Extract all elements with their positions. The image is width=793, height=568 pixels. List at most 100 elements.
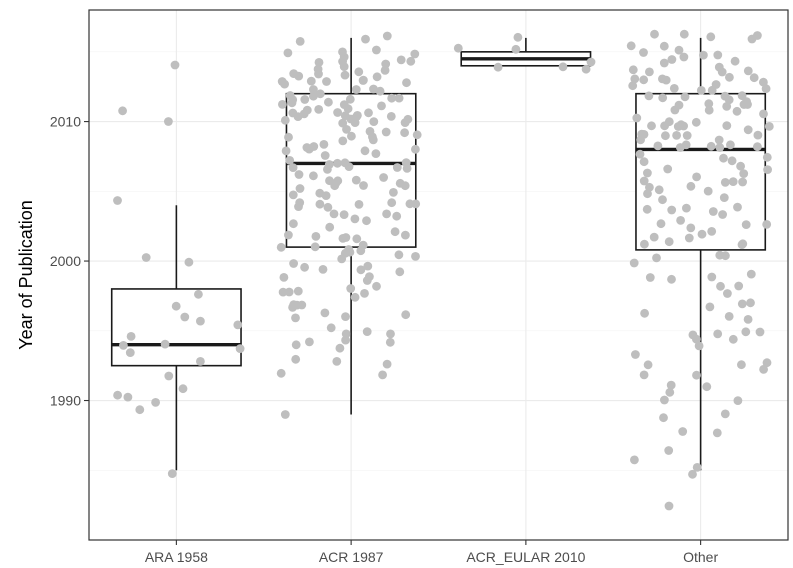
- data-point: [164, 117, 173, 126]
- data-point: [640, 239, 649, 249]
- data-point: [292, 300, 302, 310]
- data-point: [647, 121, 656, 131]
- data-point: [667, 55, 677, 64]
- data-point: [288, 190, 298, 200]
- data-point: [281, 146, 291, 156]
- data-point: [743, 66, 753, 76]
- data-point: [351, 175, 361, 185]
- data-point: [753, 142, 762, 152]
- data-point: [194, 289, 203, 299]
- data-point: [300, 262, 309, 272]
- data-point: [340, 70, 350, 80]
- data-point: [342, 124, 351, 134]
- x-tick-label: ACR 1987: [319, 549, 384, 565]
- data-point: [233, 320, 243, 330]
- data-point: [659, 41, 669, 51]
- data-point: [692, 334, 701, 344]
- data-point: [720, 91, 730, 101]
- data-point: [707, 272, 717, 282]
- data-point: [720, 409, 730, 419]
- data-point: [371, 149, 381, 159]
- data-point: [178, 384, 188, 394]
- data-point: [315, 89, 325, 99]
- data-point: [747, 34, 757, 44]
- data-point: [354, 67, 364, 77]
- data-point: [346, 284, 356, 293]
- data-point: [141, 253, 151, 262]
- data-point: [394, 93, 404, 103]
- data-point: [311, 232, 321, 241]
- data-point: [669, 84, 679, 93]
- data-point: [164, 371, 174, 381]
- data-point: [351, 85, 361, 94]
- data-point: [741, 220, 751, 230]
- data-point: [280, 410, 290, 419]
- data-point: [660, 395, 669, 405]
- data-point: [379, 173, 388, 182]
- data-point: [741, 327, 751, 337]
- data-point: [386, 329, 395, 339]
- data-point: [402, 164, 412, 173]
- data-point: [386, 112, 396, 121]
- data-point: [630, 74, 640, 84]
- data-point: [737, 299, 747, 309]
- data-point: [300, 95, 310, 104]
- data-point: [350, 292, 360, 302]
- data-point: [654, 185, 664, 195]
- data-point: [377, 101, 386, 111]
- data-point: [326, 323, 336, 333]
- y-axis-title: Year of Publication: [16, 200, 36, 349]
- data-point: [686, 223, 696, 233]
- jitter-points: [113, 29, 774, 511]
- data-point: [737, 360, 746, 370]
- data-point: [639, 176, 649, 186]
- data-point: [746, 269, 756, 279]
- data-point: [718, 210, 727, 219]
- data-point: [276, 242, 286, 252]
- data-point: [706, 32, 716, 42]
- data-point: [353, 111, 362, 120]
- data-point: [401, 230, 410, 240]
- data-point: [330, 181, 340, 191]
- data-point: [663, 164, 673, 174]
- data-point: [295, 37, 305, 46]
- data-point: [708, 207, 718, 216]
- data-point: [630, 455, 639, 465]
- data-point: [402, 78, 411, 88]
- data-point: [643, 168, 652, 178]
- data-point: [287, 98, 297, 108]
- data-point: [635, 149, 645, 159]
- data-point: [764, 122, 774, 131]
- data-point: [686, 181, 696, 191]
- data-point: [410, 49, 420, 59]
- data-point: [302, 105, 312, 115]
- data-point: [321, 191, 331, 201]
- data-point: [323, 202, 333, 212]
- grid-lines: [89, 10, 788, 540]
- data-point: [723, 289, 732, 298]
- data-point: [694, 341, 704, 351]
- data-point: [196, 357, 205, 366]
- data-point: [375, 86, 385, 96]
- data-point: [338, 47, 347, 57]
- data-point: [354, 200, 364, 209]
- data-point: [513, 32, 523, 42]
- data-point: [738, 177, 747, 187]
- data-point: [339, 210, 349, 220]
- data-point: [119, 341, 128, 350]
- data-point: [352, 234, 362, 244]
- data-point: [720, 178, 730, 187]
- data-point: [180, 312, 190, 322]
- data-point: [721, 251, 730, 261]
- data-point: [705, 302, 715, 312]
- data-point: [126, 332, 136, 341]
- data-point: [135, 405, 145, 415]
- data-point: [339, 100, 349, 109]
- data-point: [664, 237, 674, 247]
- data-point: [381, 127, 391, 137]
- x-tick-label: Other: [683, 549, 718, 565]
- data-point: [309, 85, 318, 94]
- data-point: [645, 67, 654, 77]
- data-point: [626, 41, 636, 51]
- data-point: [359, 181, 368, 190]
